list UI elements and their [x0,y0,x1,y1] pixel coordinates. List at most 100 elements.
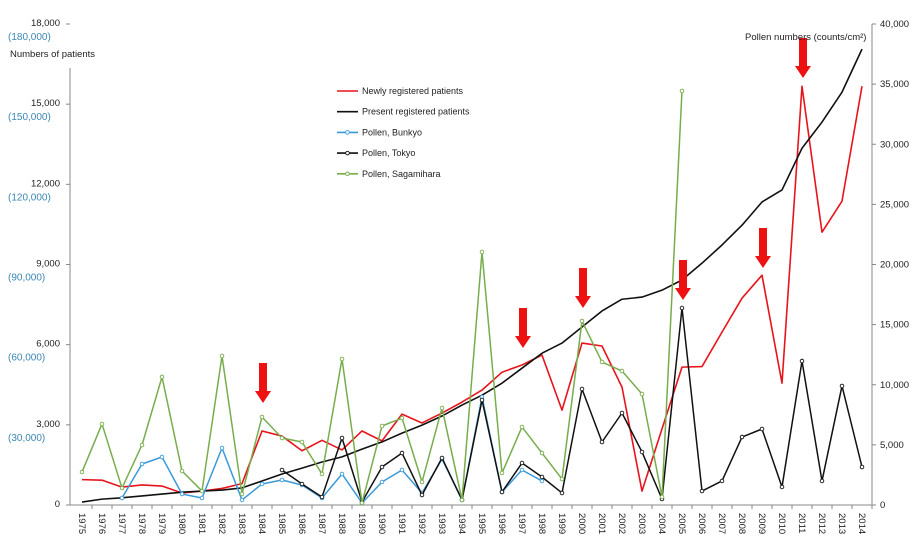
series-line-present-registered-patients [81,48,863,503]
data-point-pollen-bunkyo [119,495,125,501]
data-point-pollen-tokyo [639,449,645,455]
data-point-pollen-sagamihara [199,488,205,494]
x-tick-label: 2004 [656,513,667,534]
data-point-pollen-bunkyo [539,478,545,484]
x-tick-label: 1992 [416,513,427,534]
left-tick-label: 12,000 [31,178,60,189]
data-point-pollen-tokyo [379,464,385,470]
data-point-pollen-bunkyo [519,467,525,473]
x-tick-label: 2007 [716,513,727,534]
right-tick-label: 35,000 [880,79,909,90]
data-point-pollen-tokyo [439,455,445,461]
x-tick-label: 2011 [796,513,807,533]
x-tick-label: 2009 [756,513,767,534]
data-point-pollen-sagamihara [679,88,685,94]
data-point-pollen-bunkyo [399,467,405,473]
data-point-pollen-tokyo [859,464,865,470]
legend-label: Present registered patients [362,107,470,117]
annotation-arrows [255,38,811,403]
data-point-pollen-tokyo [839,383,845,389]
x-tick-label: 1975 [76,513,87,534]
left-tick-label: 6,000 [36,339,60,350]
data-point-pollen-tokyo [699,488,705,494]
legend-label: Pollen, Bunkyo [362,127,422,137]
x-tick-label: 1982 [216,513,227,534]
series-line-pollen-tokyo [281,307,863,503]
data-point-pollen-bunkyo [159,454,165,460]
x-tick-label: 1978 [136,513,147,534]
data-point-pollen-tokyo [599,439,605,445]
series-line-newly-registered-patients [81,85,863,494]
data-point-pollen-tokyo [679,305,685,311]
axes: 0 3,000 (30,000) 6,000 (60,000) 9,000 (90,000)… [8,18,909,534]
data-point-pollen-sagamihara [659,494,665,500]
data-point-pollen-sagamihara [319,471,325,477]
data-point-pollen-sagamihara [359,500,365,506]
data-point-pollen-sagamihara [79,469,85,475]
data-point-pollen-sagamihara [159,374,165,380]
x-tick-label: 1999 [556,513,567,534]
right-tick-label: 20,000 [880,260,909,271]
x-tick-label: 2001 [596,513,607,534]
data-point-pollen-bunkyo [279,477,285,483]
legend-label: Pollen, Tokyo [362,148,415,158]
data-point-pollen-tokyo [799,358,805,364]
data-point-pollen-sagamihara [479,249,485,255]
x-tick-label: 2005 [676,513,687,534]
data-point-pollen-sagamihara [439,405,445,411]
x-tick-label: 1994 [456,513,467,534]
red-arrow-icon [575,268,591,308]
right-tick-label: 0 [880,500,885,511]
x-tick-label: 1988 [336,513,347,534]
left-tick-alt-label: (60,000) [8,353,45,364]
data-point-pollen-tokyo [559,490,565,496]
x-tick-label: 1987 [316,513,327,534]
legend: Newly registered patients Present registe… [337,86,470,179]
data-point-pollen-tokyo [299,481,305,487]
data-point-pollen-sagamihara [179,468,185,474]
legend-label: Newly registered patients [362,86,464,96]
x-tick-label: 2002 [616,513,627,534]
x-tick-label: 2014 [856,513,867,534]
data-point-pollen-sagamihara [539,450,545,456]
legend-marker [345,150,350,156]
data-point-pollen-tokyo [419,492,425,498]
data-point-pollen-tokyo [579,386,585,392]
left-tick-alt-label: (120,000) [8,192,51,203]
red-arrow-icon [515,308,531,348]
data-point-pollen-tokyo [759,426,765,432]
x-tick-label: 2000 [576,513,587,534]
data-point-pollen-sagamihara [259,414,265,420]
x-tick-label: 1991 [396,513,407,534]
right-axis-title: Pollen numbers (counts/cm²) [745,32,866,43]
x-tick-label: 1984 [256,513,267,534]
x-tick-label: 2013 [836,513,847,534]
red-arrow-icon [255,363,271,403]
data-point-pollen-sagamihara [619,368,625,374]
data-point-pollen-bunkyo [219,445,225,451]
data-point-pollen-bunkyo [139,461,145,467]
left-tick-alt-label: (90,000) [8,273,45,284]
x-tick-label: 2003 [636,513,647,534]
data-point-pollen-sagamihara [639,391,645,397]
data-point-pollen-sagamihara [499,470,505,476]
data-point-pollen-bunkyo [259,481,265,487]
data-point-pollen-bunkyo [239,497,245,503]
left-tick-label: 15,000 [31,98,60,109]
data-point-pollen-sagamihara [219,353,225,359]
x-tick-label: 1990 [376,513,387,534]
data-point-pollen-tokyo [319,494,325,500]
data-point-pollen-tokyo [779,484,785,490]
data-point-pollen-sagamihara [139,442,145,448]
legend-label: Pollen, Sagamihara [362,169,441,179]
data-point-pollen-sagamihara [559,476,565,482]
x-tick-label: 1996 [496,513,507,534]
data-point-pollen-tokyo [619,410,625,416]
data-point-pollen-sagamihara [579,318,585,324]
left-tick-label: 3,000 [36,419,60,430]
right-tick-label: 30,000 [880,139,909,150]
left-axis-title: Numbers of patients [10,49,95,60]
data-point-pollen-tokyo [339,435,345,441]
data-point-pollen-tokyo [819,478,825,484]
